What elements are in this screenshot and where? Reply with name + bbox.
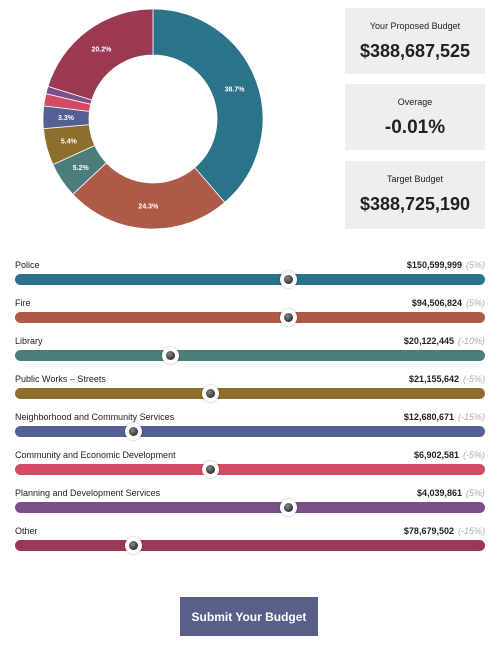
slider-track[interactable] [15,464,485,475]
submit-budget-button[interactable]: Submit Your Budget [180,597,318,636]
slider-handle[interactable] [124,423,142,440]
category-label: Planning and Development Services [15,488,161,498]
donut-slice-label: 20.2% [91,46,112,53]
donut-slice-label: 5.4% [61,139,78,146]
slider-track[interactable] [15,350,485,361]
overage-card: Overage -0.01% [345,84,485,150]
category-amount: $6,902,581 [413,450,459,460]
category-percent-change: (-5%) [463,374,485,384]
proposed-budget-label: Your Proposed Budget [369,21,461,31]
category-label: Community and Economic Development [15,450,176,460]
category-percent-change: (-15%) [457,412,485,422]
category-amount: $12,680,671 [403,412,454,422]
category-label: Neighborhood and Community Services [15,412,175,422]
category-label: Library [15,336,43,346]
donut-slice-label: 5.2% [73,165,90,172]
slider-handle[interactable] [202,461,220,478]
slider-row-economic-development: Community and Economic Development $6,90… [15,450,485,484]
target-budget-card: Target Budget $388,725,190 [345,161,485,229]
category-label: Fire [15,298,31,308]
category-amount: $20,122,445 [403,336,454,346]
slider-handle[interactable] [279,309,297,326]
proposed-budget-value: $388,687,525 [359,41,471,61]
slider-row-police: Police $150,599,999 (5%) [15,260,485,294]
category-amount: $78,679,502 [403,526,454,536]
target-budget-label: Target Budget [386,174,444,184]
category-percent-change: (5%) [465,298,485,308]
slider-track[interactable] [15,540,485,551]
slider-handle[interactable] [279,271,297,288]
overage-value: -0.01% [384,117,446,138]
donut-slice-label: 3.3% [58,115,75,122]
proposed-budget-card: Your Proposed Budget $388,687,525 [345,8,485,74]
category-amount: $94,506,824 [411,298,462,308]
slider-track[interactable] [15,426,485,437]
slider-track[interactable] [15,274,485,285]
slider-handle[interactable] [202,385,220,402]
donut-slice-label: 24.3% [138,203,159,210]
slider-row-fire: Fire $94,506,824 (5%) [15,298,485,332]
category-percent-change: (-10%) [457,336,485,346]
slider-row-public-works: Public Works – Streets $21,155,642 (-5%) [15,374,485,408]
slider-track[interactable] [15,388,485,399]
slider-row-other: Other $78,679,502 (-15%) [15,526,485,560]
category-percent-change: (5%) [465,488,485,498]
slider-row-neighborhood: Neighborhood and Community Services $12,… [15,412,485,446]
slider-handle[interactable] [162,347,180,364]
category-percent-change: (-15%) [457,526,485,536]
donut-slice [47,8,154,101]
slider-handle[interactable] [279,499,297,516]
overage-label: Overage [397,97,433,107]
category-label: Police [15,260,40,270]
budget-donut-chart: 38.7% 24.3% 5.2% 5.4% 3.3% 20.2% [42,8,264,230]
category-percent-change: (5%) [465,260,485,270]
donut-slice-label: 38.7% [225,86,246,93]
category-percent-change: (-5%) [463,450,485,460]
donut-slice [72,162,226,230]
category-amount: $4,039,861 [416,488,462,498]
category-amount: $21,155,642 [408,374,459,384]
target-budget-value: $388,725,190 [359,194,471,214]
slider-track[interactable] [15,502,485,513]
slider-handle[interactable] [124,537,142,554]
category-label: Other [15,526,38,536]
donut-slice [152,8,264,203]
slider-row-library: Library $20,122,445 (-10%) [15,336,485,370]
slider-row-planning: Planning and Development Services $4,039… [15,488,485,522]
category-amount: $150,599,999 [406,260,462,270]
slider-track[interactable] [15,312,485,323]
category-label: Public Works – Streets [15,374,106,384]
